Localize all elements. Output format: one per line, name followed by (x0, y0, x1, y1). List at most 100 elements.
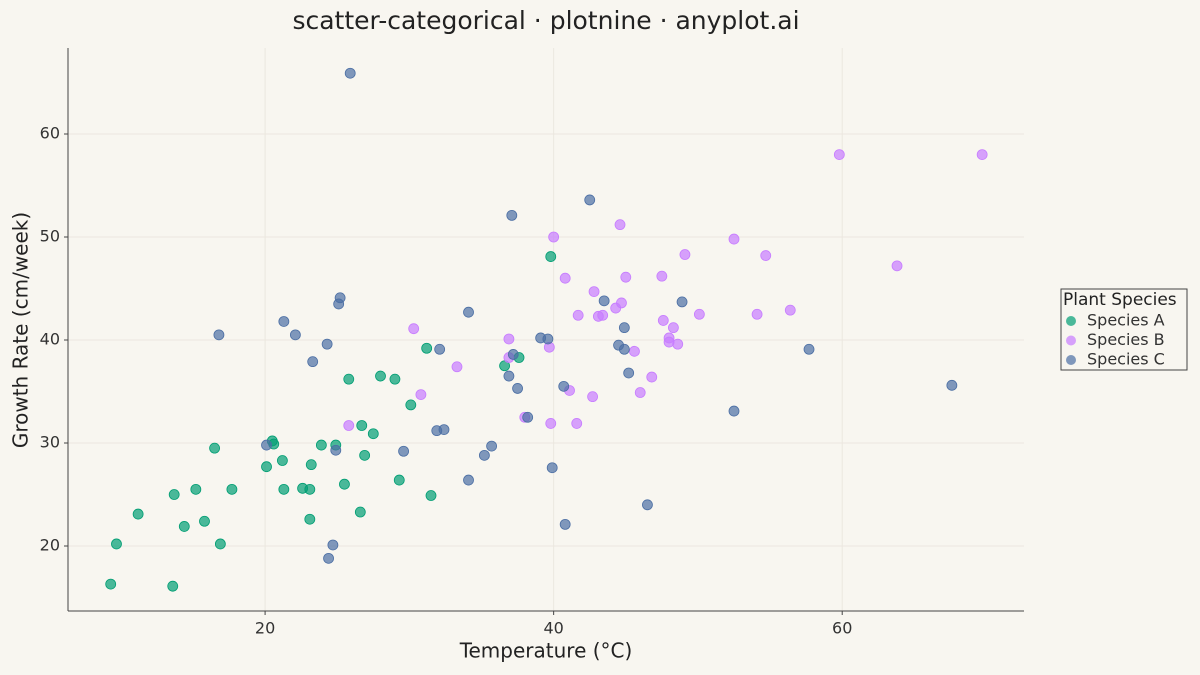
point (676, 296, 688, 308)
point (209, 442, 220, 454)
point (226, 483, 238, 495)
point (405, 399, 417, 411)
point (344, 67, 356, 79)
point (548, 231, 560, 243)
point (199, 515, 210, 527)
point (618, 343, 630, 355)
point (642, 499, 653, 511)
point (976, 149, 988, 161)
point (507, 349, 519, 360)
x-tick-label: 60 (832, 619, 852, 638)
point (334, 292, 346, 304)
point (620, 271, 632, 283)
point (451, 361, 463, 373)
chart-title: scatter-categorical · plotnine · anyplot… (292, 6, 799, 35)
point (330, 444, 342, 456)
point (503, 333, 515, 345)
y-tick-label: 30 (40, 433, 60, 452)
point (315, 439, 327, 451)
point (760, 250, 772, 261)
point (728, 233, 740, 245)
point (307, 356, 319, 368)
point (499, 360, 510, 372)
point (415, 389, 427, 400)
x-tick-label: 20 (255, 619, 275, 638)
point (367, 428, 379, 440)
x-axis-label: Temperature (°C) (459, 639, 633, 663)
y-tick-label: 50 (40, 227, 60, 246)
point (261, 439, 272, 451)
point (803, 343, 815, 355)
point (657, 315, 669, 326)
point (111, 538, 122, 550)
point (389, 373, 401, 385)
point (261, 461, 272, 473)
point (946, 379, 958, 391)
point (359, 449, 371, 461)
legend-title: Plant Species (1063, 290, 1177, 310)
point (614, 219, 626, 231)
point (278, 316, 290, 327)
point (672, 338, 684, 350)
point (343, 420, 355, 431)
point (305, 459, 317, 471)
point (546, 462, 558, 474)
point (598, 295, 610, 307)
point (503, 370, 515, 382)
point (667, 322, 679, 334)
point (559, 272, 571, 284)
y-tick-label: 40 (40, 330, 60, 349)
legend-box (1060, 288, 1188, 371)
y-tick-label: 60 (40, 124, 60, 143)
legend-marker (1066, 335, 1076, 346)
point (277, 455, 288, 466)
point (656, 270, 668, 282)
point (304, 483, 316, 495)
point (339, 478, 350, 490)
point (679, 249, 691, 260)
point (542, 333, 554, 345)
point (522, 411, 534, 423)
point (618, 322, 630, 334)
point (571, 418, 583, 429)
legend-marker (1066, 316, 1076, 326)
point (421, 342, 433, 354)
point (588, 286, 600, 297)
point (587, 391, 599, 403)
point (178, 521, 190, 532)
point (646, 371, 658, 383)
point (408, 323, 420, 335)
point (323, 552, 334, 564)
point (354, 506, 366, 518)
point (693, 308, 705, 320)
point (545, 418, 557, 429)
point (584, 194, 596, 206)
point (634, 387, 646, 398)
point (478, 449, 490, 461)
point (425, 490, 437, 501)
point (728, 405, 740, 417)
point (356, 420, 368, 431)
point (558, 380, 570, 392)
point (512, 383, 523, 394)
point (105, 578, 117, 590)
point (327, 539, 339, 551)
point (434, 343, 446, 355)
point (784, 304, 796, 316)
point (214, 538, 226, 550)
point (343, 373, 355, 385)
point (278, 483, 290, 495)
legend-marker (1066, 355, 1076, 365)
point (132, 508, 144, 520)
x-tick-label: 40 (543, 619, 563, 638)
legend-label: Species A (1087, 311, 1165, 330)
legend-label: Species C (1087, 350, 1165, 369)
point (398, 445, 409, 457)
point (190, 483, 202, 495)
point (393, 474, 405, 486)
point (463, 474, 474, 486)
point (597, 309, 609, 321)
point (545, 251, 557, 262)
legend-label: Species B (1087, 330, 1165, 349)
